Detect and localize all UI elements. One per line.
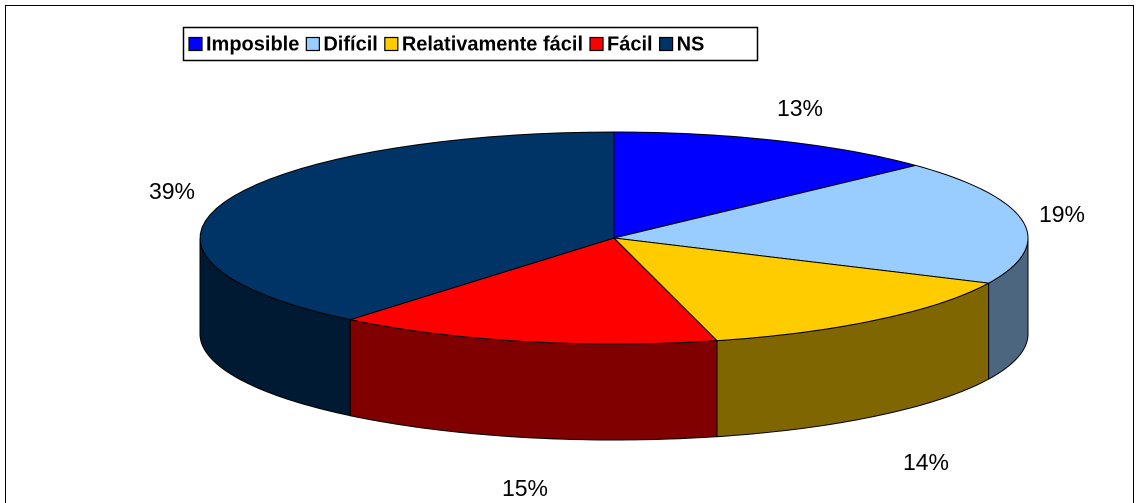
data-label: 14% [903, 449, 949, 475]
legend-swatch [305, 36, 320, 52]
pie-slice [199, 131, 615, 321]
legend-label: Fácil [607, 33, 653, 55]
pie-slice [613, 131, 916, 239]
legend-label: NS [677, 33, 705, 55]
legend-label: Difícil [323, 33, 377, 55]
data-label: 13% [777, 95, 823, 121]
data-label: 15% [502, 475, 548, 501]
legend-label: Imposible [206, 33, 299, 55]
legend-swatch [658, 36, 674, 52]
legend-swatch [384, 36, 399, 52]
pie-slice [613, 164, 1029, 284]
pie-slice [612, 237, 991, 342]
legend-swatch [188, 36, 203, 52]
data-label: 19% [1039, 201, 1085, 227]
legend-swatch [589, 36, 604, 52]
pie-slice [349, 237, 719, 345]
data-label: 39% [149, 178, 195, 204]
legend-label: Relativamente fácil [402, 33, 583, 55]
